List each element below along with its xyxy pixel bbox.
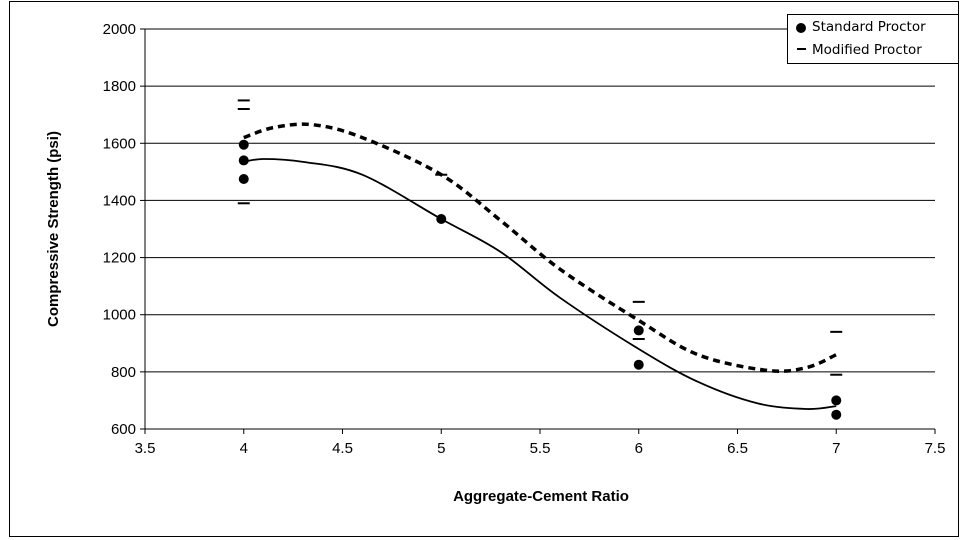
y-tick-label: 600: [111, 421, 136, 438]
trend-lines: [243, 122, 837, 410]
dash-marker-icon: [797, 48, 806, 50]
legend-item-standard-proctor: Standard Proctor: [788, 17, 960, 39]
trendline-standard-proctor: [243, 158, 837, 410]
trendline-modified-proctor: [243, 122, 837, 374]
y-tick-label: 1200: [103, 250, 136, 267]
y-axis-title: Compressive Strength (psi): [45, 131, 62, 327]
legend-item-modified-proctor: Modified Proctor: [788, 40, 960, 62]
y-tick-label: 800: [111, 364, 136, 381]
modified-proctor-point: [632, 300, 645, 303]
legend-label: Modified Proctor: [812, 42, 922, 58]
standard-proctor-point: [633, 325, 644, 336]
standard-proctor-point: [831, 409, 842, 420]
modified-proctor-point: [237, 99, 250, 102]
x-tick-label: 6.5: [727, 440, 748, 457]
gridlines: [145, 28, 935, 373]
x-tick-label: 7.5: [925, 440, 946, 457]
modified-proctor-point: [237, 108, 250, 110]
modified-proctor-point: [237, 202, 250, 205]
standard-proctor-point: [633, 359, 644, 370]
standard-proctor-point: [238, 174, 249, 184]
data-points: [237, 99, 843, 420]
y-tick-label: 1800: [103, 78, 136, 95]
x-axis-title: Aggregate-Cement Ratio: [453, 488, 629, 505]
y-tick-label: 1400: [103, 192, 136, 209]
legend: Standard Proctor Modified Proctor: [787, 14, 959, 64]
x-tick-label: 4: [240, 440, 248, 457]
x-tick-label: 5: [437, 440, 445, 457]
circle-marker-icon: [796, 23, 806, 33]
modified-proctor-point: [830, 373, 843, 376]
standard-proctor-point: [238, 155, 249, 166]
axes: [140, 28, 936, 434]
legend-label: Standard Proctor: [812, 19, 926, 35]
chart-frame: [9, 1, 959, 537]
modified-proctor-point: [830, 330, 843, 333]
modified-proctor-point: [632, 338, 645, 340]
modified-proctor-point: [435, 173, 448, 176]
standard-proctor-point: [238, 139, 249, 150]
y-tick-label: 2000: [103, 21, 136, 38]
x-tick-label: 3.5: [135, 440, 156, 457]
y-tick-label: 1000: [103, 307, 136, 324]
standard-proctor-point: [831, 395, 842, 406]
y-tick-label: 1600: [103, 135, 136, 152]
tick-labels: 600 800 1000 1200 1400 1600 1800 2000 3.5 4 4.5 5 5.…: [103, 21, 946, 457]
x-tick-label: 6: [635, 440, 643, 457]
x-tick-label: 5.5: [530, 440, 551, 457]
standard-proctor-point: [436, 214, 447, 224]
x-tick-label: 7: [832, 440, 840, 457]
x-tick-label: 4.5: [332, 440, 353, 457]
